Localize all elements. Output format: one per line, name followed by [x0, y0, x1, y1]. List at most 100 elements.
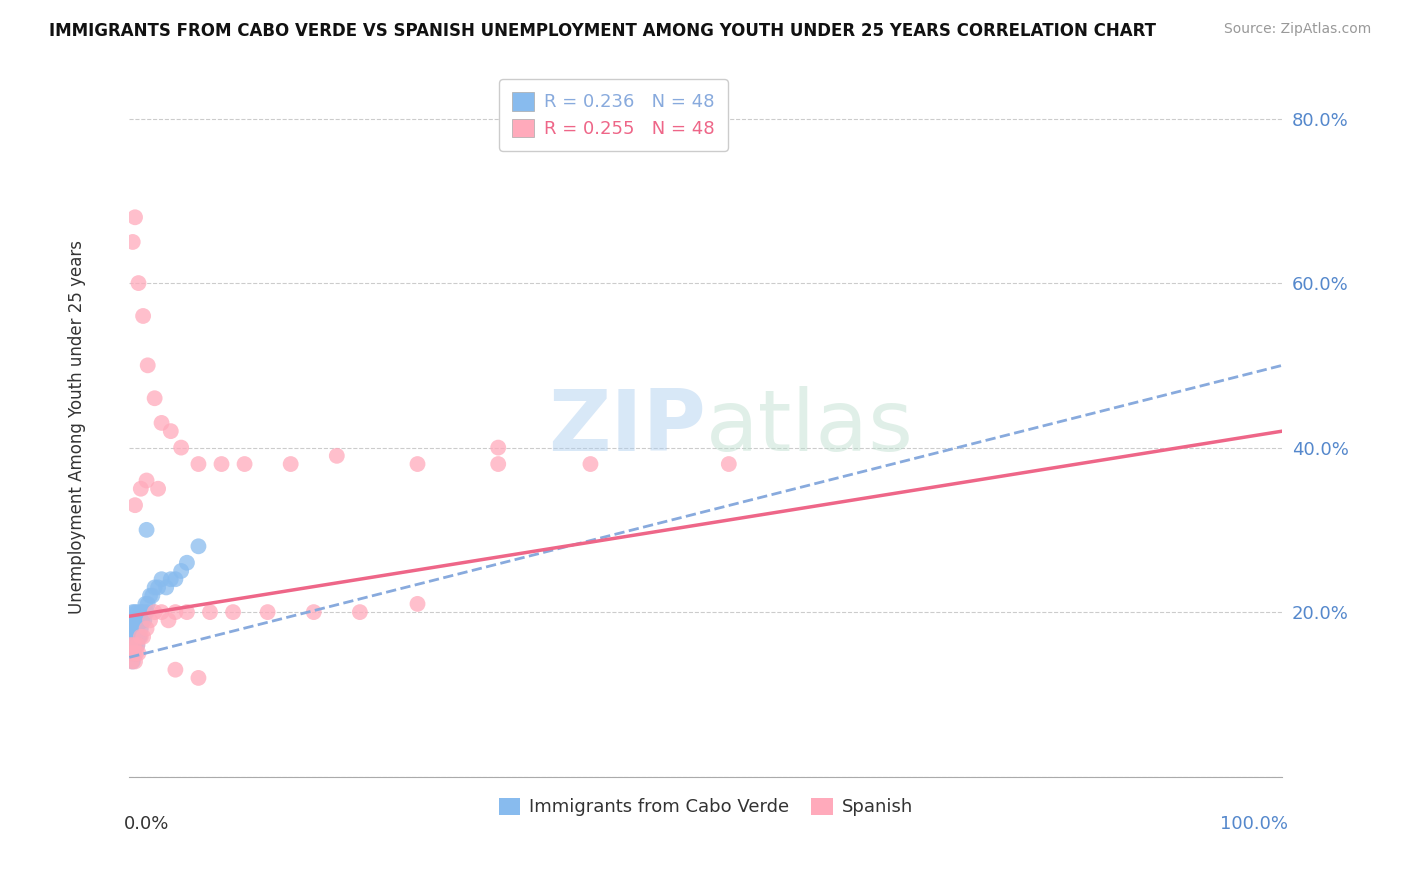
- Point: [124, 638, 146, 652]
- Point: [486, 441, 509, 455]
- Point: [122, 638, 145, 652]
- Point: [302, 605, 325, 619]
- Point: [187, 457, 209, 471]
- Point: [120, 638, 142, 652]
- Point: [124, 605, 146, 619]
- Point: [136, 359, 159, 373]
- Point: [134, 613, 156, 627]
- Point: [143, 581, 166, 595]
- Point: [121, 646, 143, 660]
- Point: [132, 309, 155, 323]
- Point: [165, 605, 187, 619]
- Point: [135, 523, 157, 537]
- Point: [176, 556, 198, 570]
- Point: [124, 498, 146, 512]
- Point: [233, 457, 256, 471]
- Point: [139, 613, 162, 627]
- Point: [124, 655, 146, 669]
- Point: [121, 235, 143, 249]
- Point: [127, 638, 149, 652]
- Legend: Immigrants from Cabo Verde, Spanish: Immigrants from Cabo Verde, Spanish: [491, 790, 920, 823]
- Point: [406, 597, 429, 611]
- Point: [121, 655, 143, 669]
- Text: Unemployment Among Youth under 25 years: Unemployment Among Youth under 25 years: [69, 240, 86, 614]
- Point: [132, 605, 155, 619]
- Point: [717, 457, 740, 471]
- Point: [120, 622, 142, 636]
- Point: [256, 605, 278, 619]
- Point: [579, 457, 602, 471]
- Point: [128, 613, 150, 627]
- Point: [159, 572, 181, 586]
- Point: [121, 605, 143, 619]
- Point: [135, 474, 157, 488]
- Point: [132, 630, 155, 644]
- Point: [211, 457, 233, 471]
- Point: [129, 605, 152, 619]
- Point: [187, 671, 209, 685]
- Point: [128, 276, 150, 290]
- Point: [136, 597, 159, 611]
- Point: [128, 613, 150, 627]
- Point: [406, 457, 429, 471]
- Point: [129, 630, 152, 644]
- Point: [124, 211, 146, 225]
- Point: [326, 449, 349, 463]
- Point: [187, 539, 209, 553]
- Text: Source: ZipAtlas.com: Source: ZipAtlas.com: [1223, 22, 1371, 37]
- Point: [150, 416, 173, 430]
- Point: [143, 605, 166, 619]
- Text: 0.0%: 0.0%: [124, 815, 169, 833]
- Point: [170, 564, 193, 578]
- Point: [165, 572, 187, 586]
- Point: [134, 597, 156, 611]
- Point: [198, 605, 221, 619]
- Point: [121, 630, 143, 644]
- Text: IMMIGRANTS FROM CABO VERDE VS SPANISH UNEMPLOYMENT AMONG YOUTH UNDER 25 YEARS CO: IMMIGRANTS FROM CABO VERDE VS SPANISH UN…: [49, 22, 1156, 40]
- Point: [150, 605, 173, 619]
- Point: [159, 424, 181, 438]
- Point: [141, 589, 163, 603]
- Point: [122, 646, 145, 660]
- Point: [121, 613, 143, 627]
- Text: 100.0%: 100.0%: [1220, 815, 1288, 833]
- Point: [150, 572, 173, 586]
- Point: [125, 630, 148, 644]
- Point: [157, 613, 180, 627]
- Point: [486, 457, 509, 471]
- Point: [127, 638, 149, 652]
- Point: [128, 646, 150, 660]
- Point: [127, 605, 149, 619]
- Point: [128, 630, 150, 644]
- Point: [124, 622, 146, 636]
- Point: [121, 638, 143, 652]
- Point: [121, 613, 143, 627]
- Point: [129, 482, 152, 496]
- Point: [125, 646, 148, 660]
- Point: [122, 622, 145, 636]
- Point: [125, 613, 148, 627]
- Point: [121, 622, 143, 636]
- Point: [131, 613, 153, 627]
- Point: [120, 638, 142, 652]
- Point: [120, 630, 142, 644]
- Point: [129, 622, 152, 636]
- Point: [222, 605, 245, 619]
- Point: [170, 441, 193, 455]
- Point: [125, 622, 148, 636]
- Point: [121, 646, 143, 660]
- Point: [146, 482, 169, 496]
- Point: [176, 605, 198, 619]
- Point: [349, 605, 371, 619]
- Point: [139, 589, 162, 603]
- Point: [143, 391, 166, 405]
- Text: ZIP: ZIP: [548, 385, 706, 468]
- Point: [146, 581, 169, 595]
- Point: [122, 630, 145, 644]
- Point: [135, 605, 157, 619]
- Point: [128, 630, 150, 644]
- Point: [155, 581, 177, 595]
- Point: [127, 622, 149, 636]
- Point: [135, 622, 157, 636]
- Point: [280, 457, 302, 471]
